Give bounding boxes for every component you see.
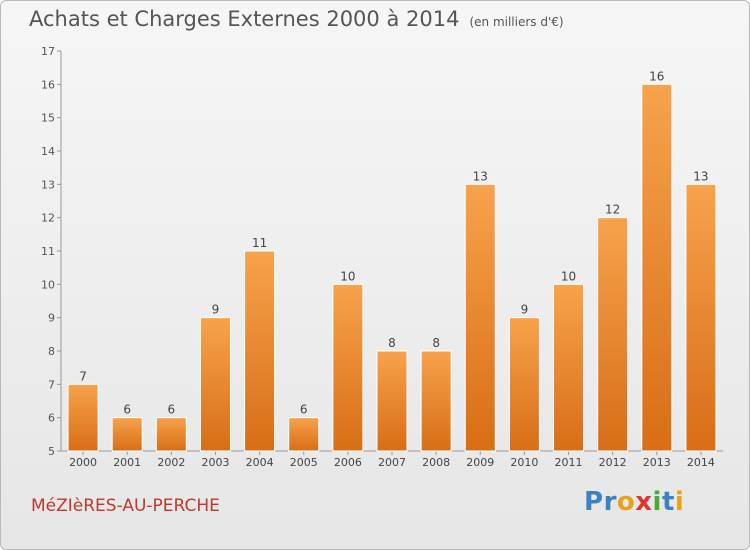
x-tick-label-2013: 2013 [643,456,671,469]
y-tick-label: 9 [48,312,55,325]
data-label-2002: 6 [168,403,176,417]
x-tick-label-2012: 2012 [599,456,627,469]
logo-letter: r [603,487,617,517]
bar-2004 [244,250,276,452]
x-tick-label-2010: 2010 [510,456,538,469]
x-tick-label-2005: 2005 [290,456,318,469]
bar-2009 [464,183,496,452]
chart-title-text: Achats et Charges Externes 2000 à 2014 [29,7,460,31]
x-tick-label-2003: 2003 [201,456,229,469]
y-tick-label: 16 [41,78,55,91]
x-tick-label-2004: 2004 [246,456,274,469]
bar-2003 [199,317,231,452]
data-labels: 7 6 6 9 11 6 10 8 8 13 9 10 12 16 13 [79,69,708,416]
y-tick-label: 15 [41,112,55,125]
data-label-2006: 10 [340,269,355,283]
bar-2008 [420,350,452,452]
bar-2014 [685,183,717,452]
bar-2002 [155,417,187,452]
bar-2011 [553,283,585,452]
bar-2000 [67,383,99,452]
data-label-2013: 16 [649,69,664,83]
y-tick-label: 8 [48,345,55,358]
bar-2010 [508,317,540,452]
bar-2012 [597,217,629,452]
data-label-2001: 6 [123,403,131,417]
data-label-2010: 9 [521,303,529,317]
data-label-2004: 11 [252,236,267,250]
data-label-2003: 9 [212,303,220,317]
y-tick-label: 14 [41,145,55,158]
data-label-2009: 13 [473,169,488,183]
x-tick-label-2011: 2011 [555,456,583,469]
logo-letter: P [584,487,604,517]
x-tick-label-2007: 2007 [378,456,406,469]
x-tick-label-2002: 2002 [157,456,185,469]
y-tick-label: 17 [41,45,55,58]
chart-subtitle: (en milliers d'€) [469,15,564,29]
bar-2013 [641,83,673,452]
x-axis: 2000 2001 2002 2003 2004 2005 2006 2007 2008 2009… [61,450,723,469]
x-tick-label-2000: 2000 [69,456,97,469]
bar-2005 [288,417,320,452]
logo-letter: o [616,487,636,517]
data-label-2008: 8 [432,336,440,350]
y-tick-label: 7 [48,378,55,391]
bar-2007 [376,350,408,452]
y-tick-label: 12 [41,212,55,225]
logo-letter: i [652,487,662,517]
y-tick-label: 13 [41,178,55,191]
data-label-2005: 6 [300,403,308,417]
x-tick-label-2001: 2001 [113,456,141,469]
x-tick-label-2014: 2014 [687,456,715,469]
data-label-2007: 8 [388,336,396,350]
y-tick-label: 11 [41,245,55,258]
bar-2001 [111,417,143,452]
data-label-2014: 13 [693,169,708,183]
data-label-2000: 7 [79,369,87,383]
x-tick-label-2008: 2008 [422,456,450,469]
data-label-2011: 10 [561,269,576,283]
x-tick-label-2009: 2009 [466,456,494,469]
bar-2006 [332,283,364,452]
y-tick-label: 10 [41,278,55,291]
commune-name: MéZIèRES-AU-PERCHE [31,496,220,516]
proxiti-logo[interactable]: Proxiti [584,487,684,517]
data-label-2012: 12 [605,203,620,217]
logo-letter: t [661,487,675,517]
logo-letter: x [635,487,653,517]
y-axis: 5 6 7 8 9 10 11 12 13 14 15 16 17 [41,45,62,458]
bars [67,83,717,452]
chart-title: Achats et Charges Externes 2000 à 2014 (e… [29,7,564,31]
x-tick-label-2006: 2006 [334,456,362,469]
y-tick-label: 6 [48,412,55,425]
y-tick-label: 5 [48,445,55,458]
logo-letter: i [674,487,685,517]
